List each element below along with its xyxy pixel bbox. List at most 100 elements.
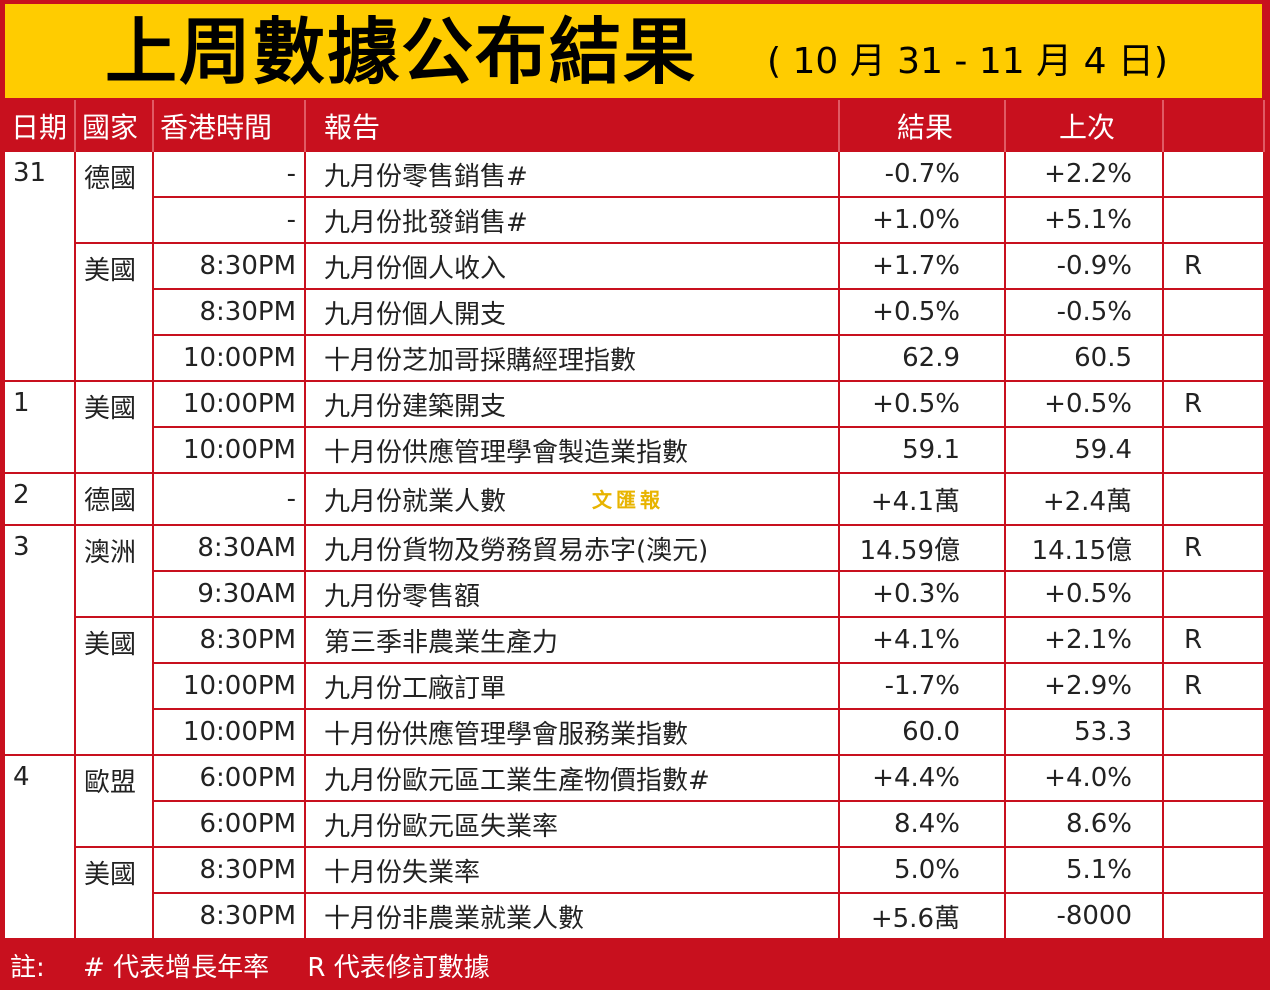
time-cell: 6:00PM [153, 801, 306, 848]
previous-cell: 14.15億 [1005, 525, 1164, 572]
date-cell: 31 [5, 152, 76, 382]
flag-cell [1163, 571, 1265, 618]
table-row: 美國 8:30PM 九月份個人收入 +1.7% -0.9% R [5, 243, 1265, 382]
previous-cell: 59.4 [1005, 427, 1164, 474]
flag-cell [1163, 427, 1265, 474]
country-cell: 澳洲 [75, 525, 154, 618]
report-cell: 九月份個人收入 [305, 243, 840, 290]
date-cell: 2 [5, 473, 76, 526]
header-flag [1163, 100, 1265, 152]
previous-cell: 5.1% [1005, 847, 1164, 894]
table-row: 9:30AM 九月份零售額 +0.3% +0.5% [5, 571, 1265, 618]
report-cell: 十月份非農業就業人數 [305, 893, 840, 940]
header-report: 報告 [305, 100, 840, 152]
flag-cell [1163, 755, 1265, 802]
table-row: 31 德國 - 九月份零售銷售# -0.7% +2.2% [5, 152, 1265, 382]
result-cell: -1.7% [839, 663, 1006, 710]
header-result: 結果 [839, 100, 1006, 152]
time-cell: 8:30AM [153, 525, 306, 572]
previous-cell: 8.6% [1005, 801, 1164, 848]
time-cell: 8:30PM [153, 243, 306, 290]
country-cell: 美國 [75, 847, 154, 940]
flag-cell: R [1163, 663, 1265, 710]
table-row: 10:00PM 十月份芝加哥採購經理指數 62.9 60.5 [5, 335, 1265, 382]
date-cell: 3 [5, 525, 76, 756]
result-cell: 8.4% [839, 801, 1006, 848]
table-row: - 九月份批發銷售# +1.0% +5.1% [5, 197, 1265, 244]
header-previous: 上次 [1005, 100, 1164, 152]
report-cell: 九月份歐元區失業率 [305, 801, 840, 848]
previous-cell: 60.5 [1005, 335, 1164, 382]
flag-cell: R [1163, 243, 1265, 290]
time-cell: - [153, 197, 306, 244]
flag-cell [1163, 801, 1265, 848]
report-cell: 十月份供應管理學會製造業指數 [305, 427, 840, 474]
time-cell: 8:30PM [153, 847, 306, 894]
flag-cell: R [1163, 381, 1265, 428]
table-row: 2 德國 - 九月份就業人數 +4.1萬 +2.4萬 [5, 473, 1265, 526]
result-cell: 62.9 [839, 335, 1006, 382]
table-row: 8:30PM 九月份個人開支 +0.5% -0.5% [5, 289, 1265, 336]
result-cell: 14.59億 [839, 525, 1006, 572]
previous-cell: +5.1% [1005, 197, 1164, 244]
footer-hash-note: # 代表增長年率 [83, 953, 270, 983]
time-cell: 8:30PM [153, 893, 306, 940]
report-cell: 九月份零售額 [305, 571, 840, 618]
flag-cell [1163, 709, 1265, 756]
result-cell: 5.0% [839, 847, 1006, 894]
date-cell: 1 [5, 381, 76, 474]
time-cell: 10:00PM [153, 427, 306, 474]
flag-cell: R [1163, 525, 1265, 572]
time-cell: - [153, 152, 306, 198]
report-cell: 九月份就業人數 [305, 473, 840, 526]
country-cell: 美國 [75, 243, 154, 382]
table-row: 8:30PM 十月份非農業就業人數 +5.6萬 -8000 [5, 893, 1265, 940]
table-row: 3 澳洲 8:30AM 九月份貨物及勞務貿易赤字(澳元) 14.59億 14.1… [5, 525, 1265, 756]
result-cell: +4.4% [839, 755, 1006, 802]
report-cell: 九月份零售銷售# [305, 152, 840, 198]
flag-cell [1163, 335, 1265, 382]
result-cell: +4.1萬 [839, 473, 1006, 526]
title-bar: 上周數據公布結果 ( 10 月 31 - 11 月 4 日) [5, 4, 1262, 98]
previous-cell: +0.5% [1005, 571, 1164, 618]
flag-cell [1163, 197, 1265, 244]
previous-cell: +0.5% [1005, 381, 1164, 428]
previous-cell: +4.0% [1005, 755, 1164, 802]
report-cell: 九月份批發銷售# [305, 197, 840, 244]
time-cell: 10:00PM [153, 663, 306, 710]
previous-cell: -0.5% [1005, 289, 1164, 336]
header-time: 香港時間 [153, 100, 306, 152]
flag-cell [1163, 152, 1265, 198]
flag-cell [1163, 847, 1265, 894]
country-cell: 德國 [75, 473, 154, 526]
result-cell: +5.6萬 [839, 893, 1006, 940]
country-cell: 美國 [75, 617, 154, 756]
result-cell: +0.5% [839, 381, 1006, 428]
header-date: 日期 [5, 100, 76, 152]
country-cell: 德國 [75, 152, 154, 244]
report-cell: 第三季非農業生產力 [305, 617, 840, 664]
header-country: 國家 [75, 100, 154, 152]
footer-note-label: 註: [10, 953, 45, 983]
report-cell: 九月份建築開支 [305, 381, 840, 428]
time-cell: 9:30AM [153, 571, 306, 618]
table-row: 6:00PM 九月份歐元區失業率 8.4% 8.6% [5, 801, 1265, 848]
result-cell: +1.7% [839, 243, 1006, 290]
newspaper-watermark: 文匯報 [592, 488, 664, 512]
result-cell: +4.1% [839, 617, 1006, 664]
table-row: 10:00PM 十月份供應管理學會服務業指數 60.0 53.3 [5, 709, 1265, 756]
table-row: 美國 8:30PM 第三季非農業生產力 +4.1% +2.1% R [5, 617, 1265, 756]
report-cell: 九月份個人開支 [305, 289, 840, 336]
footer-r-note: R 代表修訂數據 [307, 953, 490, 983]
previous-cell: -8000 [1005, 893, 1164, 940]
table-row: 美國 8:30PM 十月份失業率 5.0% 5.1% [5, 847, 1265, 940]
result-cell: -0.7% [839, 152, 1006, 198]
country-cell: 美國 [75, 381, 154, 474]
previous-cell: -0.9% [1005, 243, 1164, 290]
result-cell: +1.0% [839, 197, 1006, 244]
time-cell: 8:30PM [153, 289, 306, 336]
report-cell: 九月份貨物及勞務貿易赤字(澳元) [305, 525, 840, 572]
date-range: ( 10 月 31 - 11 月 4 日) [767, 41, 1168, 82]
data-table: 日期 國家 香港時間 報告 結果 上次 31 德國 - 九月份零售銷售# -0.… [5, 100, 1265, 940]
